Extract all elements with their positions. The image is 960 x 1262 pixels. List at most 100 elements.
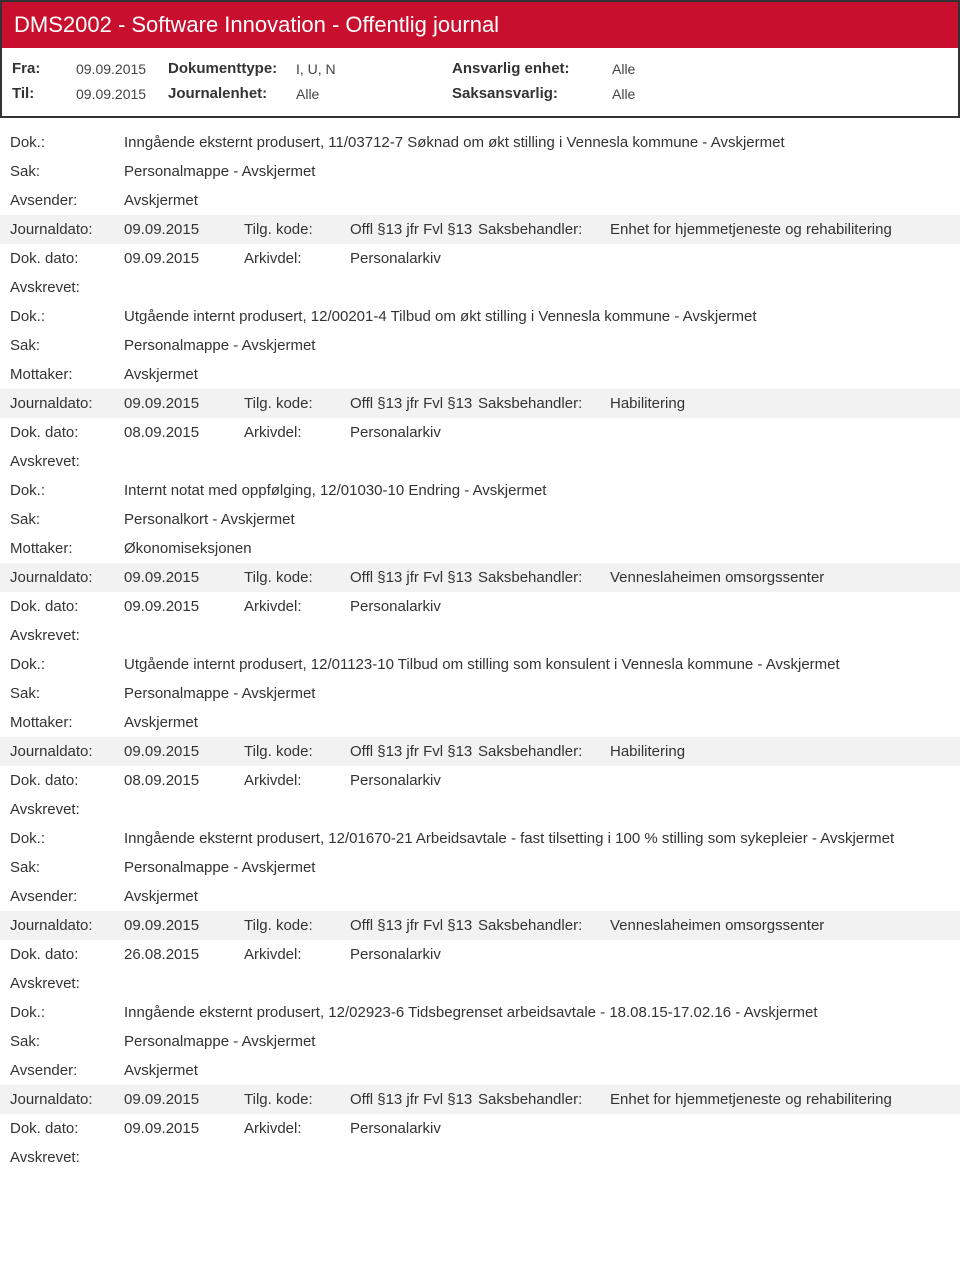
sak-label: Sak: xyxy=(10,163,124,180)
dok-value: Inngående eksternt produsert, 12/01670-2… xyxy=(124,830,894,847)
party-value: Avskjermet xyxy=(124,192,198,209)
arkivdel-value: Personalarkiv xyxy=(350,946,478,963)
meta-til-label: Til: xyxy=(12,85,76,102)
avskrevet-label: Avskrevet: xyxy=(10,975,124,992)
row-party: Mottaker:Avskjermet xyxy=(0,708,960,737)
dok-value: Inngående eksternt produsert, 12/02923-6… xyxy=(124,1004,818,1021)
saksbehandler-value: Enhet for hjemmetjeneste og rehabiliteri… xyxy=(610,221,892,238)
journaldato-label: Journaldato: xyxy=(10,917,124,934)
dokdato-label: Dok. dato: xyxy=(10,1120,124,1137)
dokdato-value: 26.08.2015 xyxy=(124,946,244,963)
arkivdel-value: Personalarkiv xyxy=(350,1120,478,1137)
tilgkode-label: Tilg. kode: xyxy=(244,221,350,238)
saksbehandler-value: Habilitering xyxy=(610,743,685,760)
party-label: Avsender: xyxy=(10,888,124,905)
sak-label: Sak: xyxy=(10,1033,124,1050)
meta-saksansvarlig-value: Alle xyxy=(612,86,635,102)
row-journaldato: Journaldato:09.09.2015Tilg. kode:Offl §1… xyxy=(0,389,960,418)
row-party: Avsender:Avskjermet xyxy=(0,882,960,911)
arkivdel-value: Personalarkiv xyxy=(350,424,478,441)
row-party: Avsender:Avskjermet xyxy=(0,186,960,215)
avskrevet-label: Avskrevet: xyxy=(10,453,124,470)
saksbehandler-value: Habilitering xyxy=(610,395,685,412)
row-avskrevet: Avskrevet: xyxy=(0,621,960,650)
row-dok: Dok.:Utgående internt produsert, 12/0020… xyxy=(0,302,960,331)
journal-entry: Dok.:Internt notat med oppfølging, 12/01… xyxy=(0,476,960,650)
row-avskrevet: Avskrevet: xyxy=(0,273,960,302)
meta-fra-value: 09.09.2015 xyxy=(76,61,168,77)
dok-label: Dok.: xyxy=(10,482,124,499)
row-avskrevet: Avskrevet: xyxy=(0,447,960,476)
dokdato-label: Dok. dato: xyxy=(10,772,124,789)
journaldato-value: 09.09.2015 xyxy=(124,743,244,760)
header-title: DMS2002 - Software Innovation - Offentli… xyxy=(14,12,946,38)
journal-entry: Dok.:Inngående eksternt produsert, 12/01… xyxy=(0,824,960,998)
dokdato-value: 09.09.2015 xyxy=(124,598,244,615)
row-sak: Sak:Personalmappe - Avskjermet xyxy=(0,331,960,360)
row-party: Avsender:Avskjermet xyxy=(0,1056,960,1085)
row-sak: Sak:Personalmappe - Avskjermet xyxy=(0,679,960,708)
avskrevet-label: Avskrevet: xyxy=(10,1149,124,1166)
tilgkode-value: Offl §13 jfr Fvl §13 xyxy=(350,221,478,238)
meta-row-2: Til: 09.09.2015 Journalenhet: Alle Saksa… xyxy=(2,81,958,106)
party-label: Avsender: xyxy=(10,1062,124,1079)
party-value: Avskjermet xyxy=(124,366,198,383)
row-dokdato: Dok. dato:26.08.2015Arkivdel:Personalark… xyxy=(0,940,960,969)
dokdato-label: Dok. dato: xyxy=(10,250,124,267)
journal-entry: Dok.:Utgående internt produsert, 12/0020… xyxy=(0,302,960,476)
tilgkode-label: Tilg. kode: xyxy=(244,569,350,586)
party-label: Avsender: xyxy=(10,192,124,209)
meta-doktype-label: Dokumenttype: xyxy=(168,60,296,77)
row-dokdato: Dok. dato:08.09.2015Arkivdel:Personalark… xyxy=(0,766,960,795)
row-sak: Sak:Personalkort - Avskjermet xyxy=(0,505,960,534)
journaldato-label: Journaldato: xyxy=(10,395,124,412)
sak-value: Personalmappe - Avskjermet xyxy=(124,163,315,180)
tilgkode-value: Offl §13 jfr Fvl §13 xyxy=(350,1091,478,1108)
meta-til-value: 09.09.2015 xyxy=(76,86,168,102)
journaldato-value: 09.09.2015 xyxy=(124,917,244,934)
party-label: Mottaker: xyxy=(10,540,124,557)
row-sak: Sak:Personalmappe - Avskjermet xyxy=(0,1027,960,1056)
dokdato-label: Dok. dato: xyxy=(10,424,124,441)
party-value: Økonomiseksjonen xyxy=(124,540,252,557)
tilgkode-value: Offl §13 jfr Fvl §13 xyxy=(350,743,478,760)
party-value: Avskjermet xyxy=(124,1062,198,1079)
sak-label: Sak: xyxy=(10,337,124,354)
arkivdel-label: Arkivdel: xyxy=(244,772,350,789)
dok-value: Utgående internt produsert, 12/01123-10 … xyxy=(124,656,840,673)
row-sak: Sak:Personalmappe - Avskjermet xyxy=(0,157,960,186)
meta-table: Fra: 09.09.2015 Dokumenttype: I, U, N An… xyxy=(0,48,960,118)
dok-value: Internt notat med oppfølging, 12/01030-1… xyxy=(124,482,546,499)
party-label: Mottaker: xyxy=(10,366,124,383)
party-value: Avskjermet xyxy=(124,714,198,731)
arkivdel-label: Arkivdel: xyxy=(244,598,350,615)
sak-label: Sak: xyxy=(10,859,124,876)
saksbehandler-label: Saksbehandler: xyxy=(478,221,610,238)
row-avskrevet: Avskrevet: xyxy=(0,969,960,998)
journaldato-label: Journaldato: xyxy=(10,569,124,586)
tilgkode-label: Tilg. kode: xyxy=(244,917,350,934)
meta-journalenhet-value: Alle xyxy=(296,86,452,102)
party-label: Mottaker: xyxy=(10,714,124,731)
arkivdel-label: Arkivdel: xyxy=(244,946,350,963)
journal-entry: Dok.:Inngående eksternt produsert, 12/02… xyxy=(0,998,960,1172)
row-avskrevet: Avskrevet: xyxy=(0,795,960,824)
row-party: Mottaker:Økonomiseksjonen xyxy=(0,534,960,563)
avskrevet-label: Avskrevet: xyxy=(10,279,124,296)
dokdato-value: 09.09.2015 xyxy=(124,250,244,267)
dokdato-value: 09.09.2015 xyxy=(124,1120,244,1137)
row-journaldato: Journaldato:09.09.2015Tilg. kode:Offl §1… xyxy=(0,1085,960,1114)
tilgkode-label: Tilg. kode: xyxy=(244,743,350,760)
saksbehandler-value: Venneslaheimen omsorgssenter xyxy=(610,569,824,586)
tilgkode-label: Tilg. kode: xyxy=(244,395,350,412)
journaldato-label: Journaldato: xyxy=(10,1091,124,1108)
row-dok: Dok.:Inngående eksternt produsert, 12/01… xyxy=(0,824,960,853)
row-journaldato: Journaldato:09.09.2015Tilg. kode:Offl §1… xyxy=(0,563,960,592)
dok-label: Dok.: xyxy=(10,1004,124,1021)
meta-saksansvarlig-label: Saksansvarlig: xyxy=(452,85,612,102)
sak-label: Sak: xyxy=(10,685,124,702)
row-dok: Dok.:Internt notat med oppfølging, 12/01… xyxy=(0,476,960,505)
dok-label: Dok.: xyxy=(10,656,124,673)
meta-row-1: Fra: 09.09.2015 Dokumenttype: I, U, N An… xyxy=(2,56,958,81)
avskrevet-label: Avskrevet: xyxy=(10,801,124,818)
